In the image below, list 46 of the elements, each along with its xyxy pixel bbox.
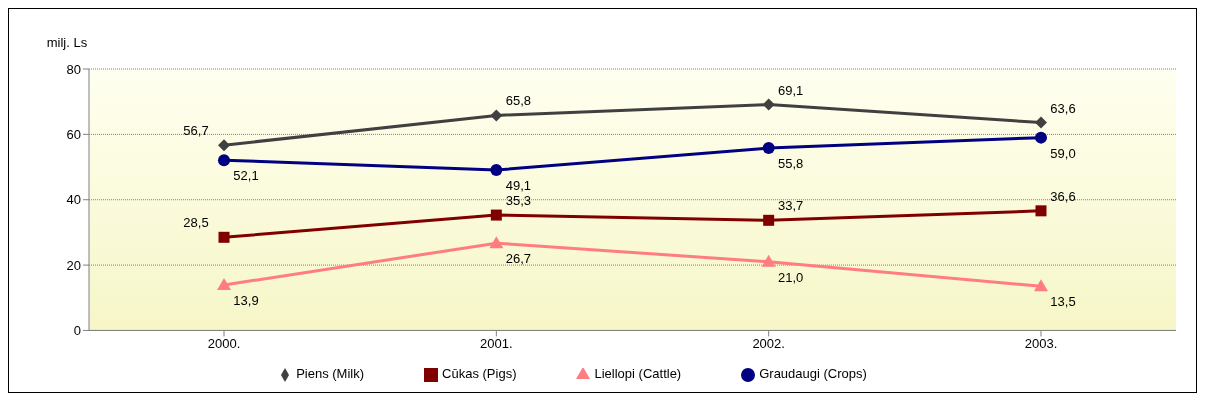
point — [1035, 205, 1047, 217]
data-label: 26,7 — [505, 251, 531, 267]
data-label: 56,7 — [183, 123, 209, 139]
y-tick-label: 20 — [66, 257, 81, 273]
data-label: 33,7 — [778, 198, 804, 214]
legend-label: Graudaugi (Crops) — [759, 366, 867, 382]
y-tick-label: 80 — [66, 61, 81, 77]
data-label: 59,0 — [1050, 145, 1076, 161]
data-label: 13,5 — [1050, 294, 1076, 310]
point — [489, 236, 504, 249]
y-tick-label: 40 — [66, 192, 81, 208]
data-label: 36,6 — [1050, 188, 1076, 204]
point — [218, 231, 230, 243]
data-label: 49,1 — [505, 177, 531, 193]
point — [490, 209, 502, 221]
point — [218, 139, 230, 152]
data-label: 65,8 — [505, 93, 531, 109]
point — [763, 214, 775, 226]
data-label: 63,6 — [1050, 100, 1076, 116]
point — [761, 254, 776, 267]
point — [490, 163, 503, 176]
y-axis-title: milj. Ls — [46, 35, 88, 50]
x-tick-label: 2003. — [1024, 335, 1058, 351]
data-label: 69,1 — [778, 82, 804, 98]
legend-label: Liellopi (Cattle) — [594, 366, 682, 382]
point — [762, 98, 775, 111]
data-label: 35,3 — [505, 193, 531, 209]
point — [217, 278, 231, 291]
x-tick-label: 2000. — [207, 335, 241, 351]
data-label: 13,9 — [233, 293, 259, 309]
point — [762, 142, 775, 155]
data-label: 52,1 — [233, 168, 259, 184]
y-tick-label: 0 — [73, 323, 81, 339]
point — [218, 154, 230, 167]
y-tick-label: 60 — [66, 126, 81, 142]
data-label: 55,8 — [778, 156, 804, 172]
point — [1035, 131, 1047, 144]
point — [1035, 116, 1047, 129]
legend-label: Piens (Milk) — [296, 366, 365, 382]
x-tick-label: 2002. — [752, 335, 785, 351]
x-tick-label: 2001. — [480, 335, 513, 351]
point — [1034, 279, 1048, 292]
data-label: 28,5 — [183, 215, 209, 231]
data-label: 21,0 — [778, 269, 804, 285]
legend-label: Cūkas (Pigs) — [442, 366, 517, 382]
point — [490, 109, 503, 122]
